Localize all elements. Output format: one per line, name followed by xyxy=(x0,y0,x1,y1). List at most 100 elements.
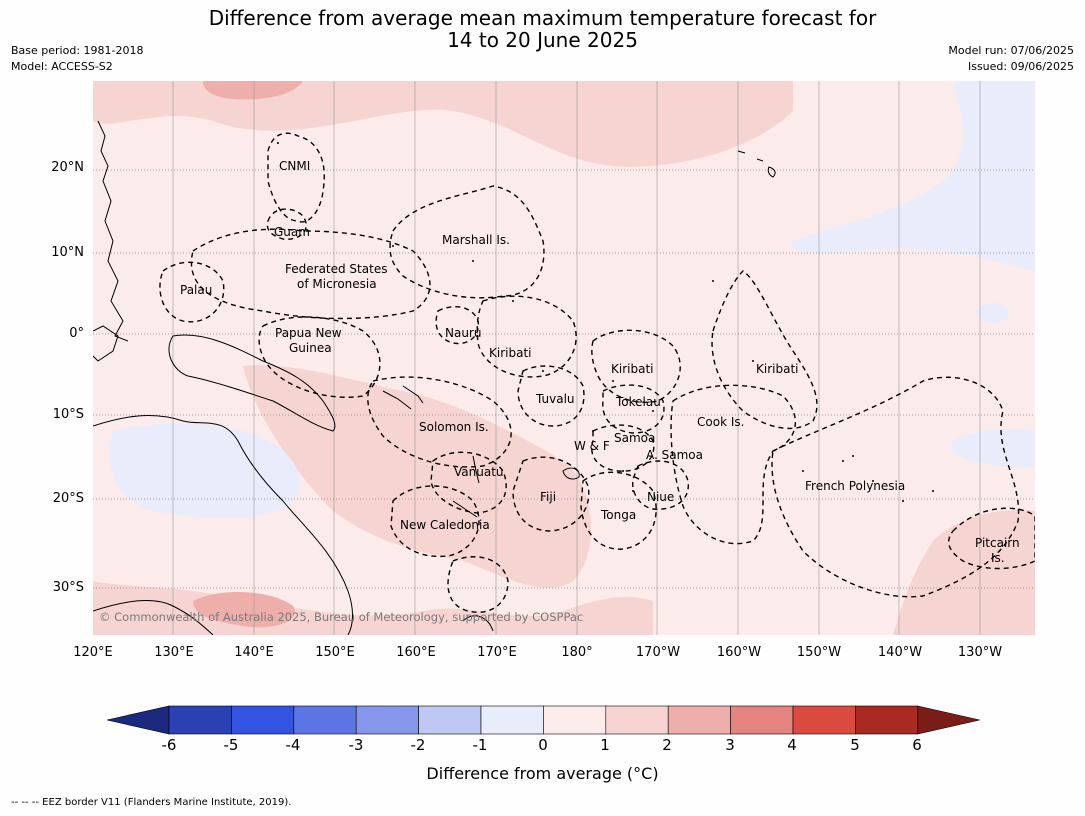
eez-cnmi xyxy=(267,132,325,223)
colorbar-cell xyxy=(792,705,856,735)
label-asamoa: A. Samoa xyxy=(646,448,703,462)
philippines-coast xyxy=(97,120,129,342)
lon-label-160w: 160°W xyxy=(716,645,762,660)
colorbar-cell xyxy=(605,705,669,735)
label-new-caledonia: New Caledonia xyxy=(400,518,490,532)
vanuatu-coast xyxy=(472,455,480,484)
colorbar-extend-low xyxy=(106,705,170,735)
lat-label-30s: 30°S xyxy=(52,580,84,595)
colorbar xyxy=(106,705,980,735)
colorbar-cell xyxy=(855,705,919,735)
eez-kiribati-w xyxy=(476,295,577,378)
colorbar-cell xyxy=(293,705,357,735)
anomaly-warm-melanesia xyxy=(243,365,592,588)
cb-tick-3: 3 xyxy=(725,736,735,754)
title-line-2: 14 to 20 June 2025 xyxy=(447,28,638,52)
label-french-polynesia: French Polynesia xyxy=(805,479,905,493)
lon-label-140e: 140°E xyxy=(234,645,274,660)
cb-tick-m2: -2 xyxy=(410,736,426,754)
title-line-1: Difference from average mean maximum tem… xyxy=(208,6,877,30)
eez-tonga xyxy=(580,471,657,550)
eez-fiji xyxy=(512,456,590,532)
label-png-2: Guinea xyxy=(289,341,332,355)
map-panel[interactable]: CNMI Guam Marshall Is. Federated States … xyxy=(93,81,1035,635)
eez-kiribati-c xyxy=(591,329,681,403)
cb-tick-m3: -3 xyxy=(348,736,364,754)
coastlines xyxy=(93,120,776,635)
label-solomon: Solomon Is. xyxy=(419,420,489,434)
map-svg[interactable]: CNMI Guam Marshall Is. Federated States … xyxy=(93,81,1035,635)
fiji-coast xyxy=(562,467,580,480)
meta-left: Base period: 1981-2018 Model: ACCESS-S2 xyxy=(11,43,143,75)
new-zealand-coast xyxy=(462,615,494,632)
colorbar-title: Difference from average (°C) xyxy=(426,764,659,783)
label-fsm-1: Federated States xyxy=(285,262,387,276)
model-name: Model: ACCESS-S2 xyxy=(11,60,113,73)
issued-date: Issued: 09/06/2025 xyxy=(967,60,1074,73)
anomaly-cool-australia xyxy=(109,423,300,518)
solomon-coast xyxy=(382,385,424,410)
label-wf: W & F xyxy=(574,439,610,453)
eez-fsm xyxy=(190,228,431,320)
eez-new-caledonia xyxy=(390,485,480,558)
eez-niue xyxy=(631,460,689,510)
eez-cook xyxy=(670,384,796,545)
lat-label-0: 0° xyxy=(69,326,84,341)
lon-label-130e: 130°E xyxy=(154,645,194,660)
anomaly-cool-islet xyxy=(977,303,1009,323)
colorbar-cell xyxy=(480,705,544,735)
label-cook: Cook Is. xyxy=(697,415,744,429)
label-tonga: Tonga xyxy=(600,508,636,522)
label-guam: Guam xyxy=(274,225,310,239)
label-samoa: Samoa xyxy=(614,431,655,445)
anomaly-warm-north xyxy=(93,81,793,167)
lat-label-20n: 20°N xyxy=(51,160,84,175)
label-vanuatu: Vanuatu xyxy=(454,465,504,479)
borneo-coast xyxy=(93,325,119,362)
latitude-gridlines xyxy=(93,169,1035,589)
cb-tick-0: 0 xyxy=(538,736,548,754)
colorbar-cell xyxy=(355,705,419,735)
cb-tick-4: 4 xyxy=(787,736,797,754)
model-run: Model run: 07/06/2025 xyxy=(948,44,1074,57)
cb-tick-5: 5 xyxy=(850,736,860,754)
cb-tick-m1: -1 xyxy=(472,736,488,754)
label-kiribati-w: Kiribati xyxy=(489,346,531,360)
anomaly-cool-east xyxy=(951,428,1035,468)
eez-palau xyxy=(159,261,225,323)
eez-kiribati-e xyxy=(711,270,818,429)
label-pitcairn-2: Is. xyxy=(991,551,1005,565)
cb-tick-m4: -4 xyxy=(285,736,301,754)
base-period: Base period: 1981-2018 xyxy=(11,44,144,57)
eez-marshall xyxy=(389,185,545,299)
anomaly-hot-nw xyxy=(203,81,303,100)
lon-label-140w: 140°W xyxy=(877,645,923,660)
label-pitcairn-1: Pitcairn xyxy=(975,536,1020,550)
place-labels: CNMI Guam Marshall Is. Federated States … xyxy=(180,159,1020,565)
new-guinea-coast xyxy=(168,334,336,432)
label-png-1: Papua New xyxy=(275,326,342,340)
label-tokelau: Tokelau xyxy=(615,395,661,409)
eez-pitcairn xyxy=(947,507,1035,570)
colorbar-cell xyxy=(543,705,607,735)
eez-solomon xyxy=(367,376,512,468)
label-cnmi: CNMI xyxy=(279,159,310,173)
eez-borders xyxy=(159,132,1035,613)
colorbar-cell xyxy=(667,705,731,735)
australia-coast xyxy=(93,415,353,635)
anomaly-hot-aus xyxy=(193,591,295,628)
label-palau: Palau xyxy=(180,283,212,297)
copyright-notice: © Commonwealth of Australia 2025, Bureau… xyxy=(99,610,583,624)
lat-label-10n: 10°N xyxy=(51,245,84,260)
eez-french-polynesia xyxy=(771,376,1020,598)
label-niue: Niue xyxy=(647,490,674,504)
lon-label-150e: 150°E xyxy=(315,645,355,660)
cb-tick-1: 1 xyxy=(600,736,610,754)
eez-tokelau xyxy=(602,384,665,434)
eez-guam xyxy=(266,208,307,240)
anomaly-cool-northeast xyxy=(791,81,1035,271)
lon-label-120e: 120°E xyxy=(73,645,113,660)
colorbar-extend-high xyxy=(917,705,980,735)
lon-label-170w: 170°W xyxy=(635,645,681,660)
longitude-gridlines xyxy=(172,81,981,635)
